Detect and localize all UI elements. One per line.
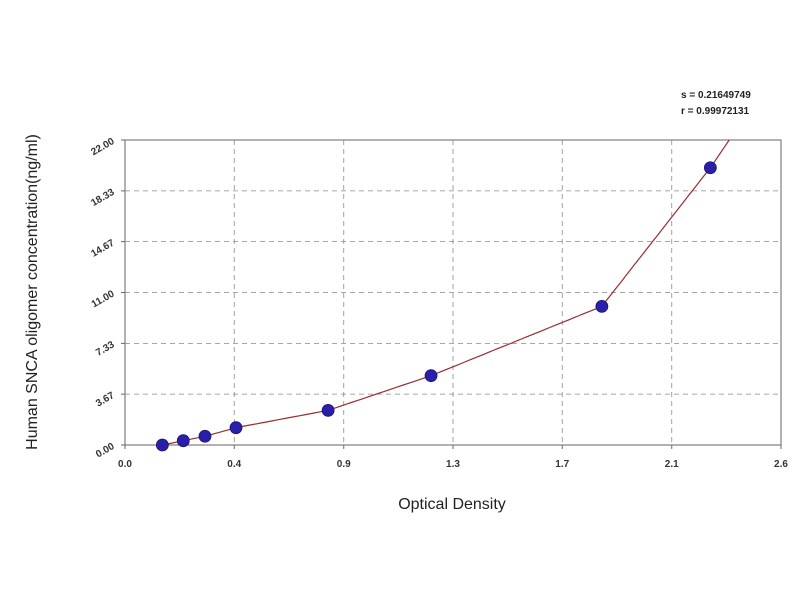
- data-point: [595, 299, 609, 313]
- stats-s: s = 0.21649749: [681, 90, 751, 101]
- data-point: [424, 369, 438, 383]
- data-point: [229, 421, 243, 435]
- grid: [125, 140, 781, 445]
- y-axis-ticks: 0.00 3.67 7.33 11.00 14.67 18.33 22.00: [89, 136, 125, 460]
- y-tick-label: 22.00: [89, 136, 117, 158]
- y-tick-label: 14.67: [89, 237, 117, 259]
- x-tick-label: 2.6: [774, 459, 788, 470]
- x-tick-label: 0.9: [337, 459, 351, 470]
- x-tick-label: 1.7: [555, 459, 569, 470]
- data-points: [155, 161, 717, 452]
- x-tick-label: 0.4: [227, 459, 241, 470]
- fit-curve: [162, 139, 730, 446]
- y-tick-label: 18.33: [89, 187, 117, 209]
- x-tick-label: 1.3: [446, 459, 460, 470]
- data-point: [703, 161, 717, 175]
- x-tick-label: 2.1: [665, 459, 679, 470]
- y-tick-label: 7.33: [94, 339, 117, 358]
- data-point: [176, 434, 190, 448]
- y-axis-title: Human SNCA oligomer concentration(ng/ml): [24, 134, 41, 450]
- y-tick-label: 11.00: [90, 288, 117, 310]
- data-point: [321, 403, 335, 417]
- data-point: [198, 429, 212, 443]
- data-point: [155, 438, 169, 452]
- x-axis-ticks: 0.0 0.4 0.9 1.3 1.7 2.1 2.6: [118, 445, 788, 470]
- x-axis-title: Optical Density: [398, 496, 506, 513]
- x-tick-label: 0.0: [118, 459, 132, 470]
- stats-r: r = 0.99972131: [681, 106, 750, 117]
- y-tick-label: 3.67: [94, 390, 117, 409]
- y-tick-label: 0.00: [94, 441, 117, 460]
